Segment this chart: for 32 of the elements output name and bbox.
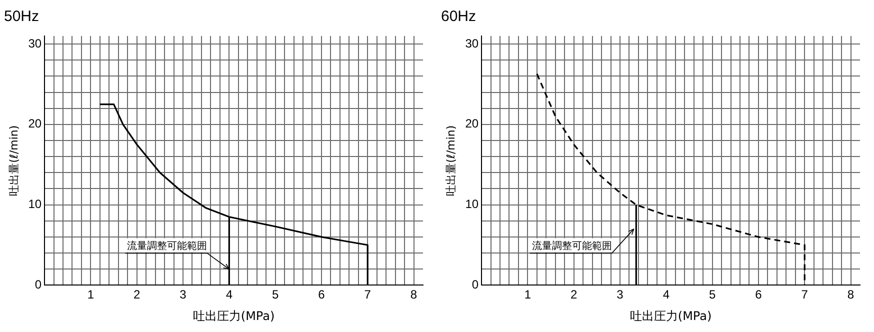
x-axis-title: 吐出圧力(MPa) [192,308,275,323]
annotation: 流量調整可能範囲 [532,240,612,252]
x-tick-label: 7 [801,288,808,302]
y-axis-title: 吐出量(ℓ/min) [7,125,20,196]
annotation: 流量調整可能範囲 [127,240,208,252]
x-tick-label: 1 [524,288,532,302]
x-tick-label: 6 [755,288,762,302]
y-tick-label: 20 [28,116,42,131]
y-tick-label: 30 [28,36,42,50]
x-tick-label: 2 [134,288,141,302]
chart-title: 50Hz [4,8,40,26]
y-axis-title: 吐出量(ℓ/min) [444,125,458,196]
x-tick-label: 3 [180,288,187,302]
x-tick-label: 1 [87,288,94,302]
y-tick-label: 0 [472,278,479,292]
y-tick-label: 10 [465,197,479,212]
x-tick-label: 5 [708,288,716,302]
x-tick-label: 3 [616,288,624,302]
x-tick-label: 5 [272,288,279,302]
x-tick-label: 8 [410,288,418,302]
x-tick-label: 4 [662,288,670,302]
chart-title: 60Hz [441,8,476,26]
x-axis-title: 吐出圧力(MPa) [630,308,712,323]
y-tick-label: 0 [34,278,42,292]
y-tick-label: 20 [465,116,479,131]
y-tick-label: 30 [465,36,479,50]
x-tick-label: 2 [570,288,578,302]
x-tick-label: 7 [364,288,372,302]
x-tick-label: 4 [226,288,233,302]
x-tick-label: 6 [318,288,326,302]
x-tick-label: 8 [847,288,854,302]
y-tick-label: 10 [28,197,42,212]
